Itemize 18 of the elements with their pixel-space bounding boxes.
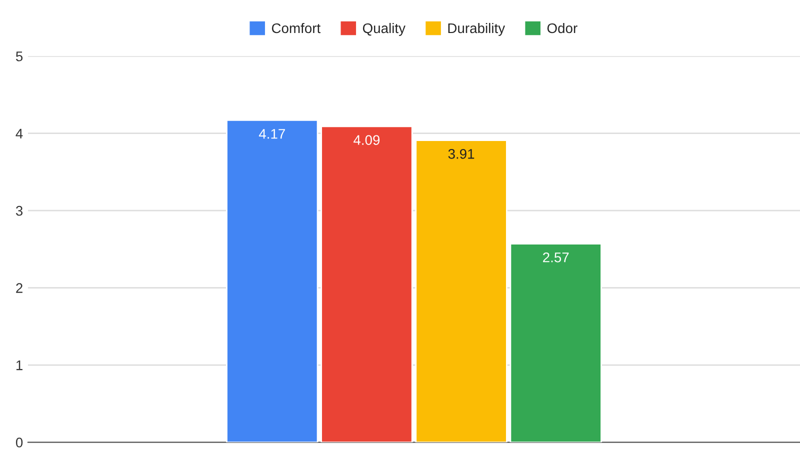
y-tick-label: 2 (16, 283, 22, 293)
y-tick-label: 1 (16, 360, 22, 370)
legend-label: Durability (448, 22, 506, 36)
y-tick-label: 5 (16, 52, 23, 62)
bar (415, 140, 508, 442)
data-label: 4.17 (258, 129, 285, 139)
y-tick-label: 4 (16, 128, 23, 138)
legend-label: Odor (547, 22, 578, 34)
data-label: 4.09 (354, 135, 380, 145)
legend-label: Quality (362, 22, 406, 36)
y-tick-label: 3 (16, 206, 23, 216)
bar (320, 126, 413, 442)
bar (510, 243, 602, 442)
y-tick-label: 0 (16, 438, 23, 448)
data-label: 3.91 (448, 149, 474, 159)
data-label: 2.57 (543, 252, 569, 262)
bar (226, 120, 318, 442)
legend-label: Comfort (272, 22, 321, 34)
